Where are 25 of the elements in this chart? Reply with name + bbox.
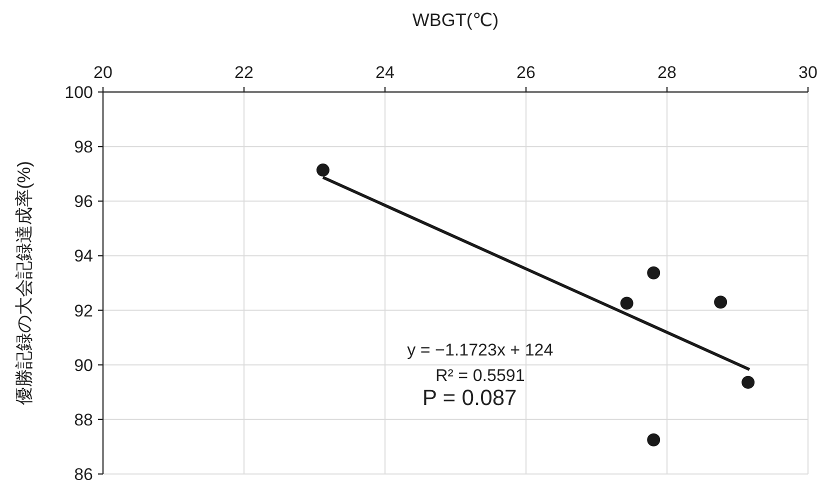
y-tick-label: 88 (74, 410, 93, 430)
x-tick-label: 20 (94, 63, 112, 82)
point (647, 433, 660, 446)
x-tick-label: 28 (658, 63, 676, 82)
y-axis-title: 優勝記録の大会記録達成率(%) (14, 161, 34, 405)
x-tick-label: 24 (376, 63, 394, 82)
point (620, 296, 634, 310)
annotation: P = 0.087 (422, 385, 517, 410)
point (647, 266, 660, 280)
x-tick-label: 26 (516, 63, 536, 82)
annotation: y = −1.1723x + 124 (407, 340, 554, 360)
point (714, 296, 728, 309)
point (742, 376, 755, 389)
annotation: R² = 0.5591 (436, 366, 525, 386)
y-tick-label: 96 (74, 192, 93, 212)
y-tick-label: 94 (74, 246, 93, 266)
x-tick-label: 30 (798, 63, 818, 82)
y-tick-label: 90 (74, 356, 93, 375)
x-axis-title: WBGT(℃) (412, 10, 499, 30)
point (316, 164, 330, 177)
x-tick-label: 22 (234, 63, 254, 82)
y-tick-label: 92 (74, 301, 93, 320)
y-tick-label: 86 (74, 465, 93, 480)
y-tick-label: 98 (74, 138, 93, 157)
y-tick-label: 100 (64, 83, 93, 102)
